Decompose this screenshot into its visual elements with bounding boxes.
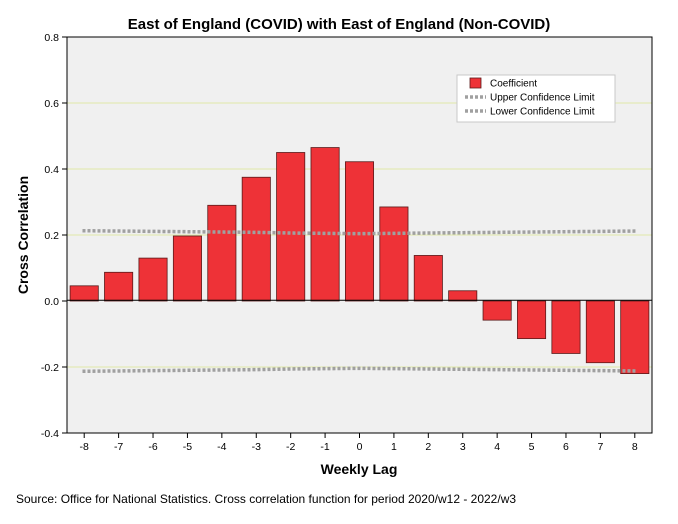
bar-lag--6	[138, 257, 168, 302]
x-tick-label: 6	[563, 441, 569, 453]
bars-group	[69, 147, 650, 374]
bar-lag-7	[585, 300, 615, 364]
x-tick-label: 4	[494, 441, 500, 453]
x-tick-label: -6	[148, 441, 157, 453]
bar-lag--5	[172, 235, 202, 302]
bar-lag-2	[413, 255, 443, 302]
y-tick-label: 0.6	[44, 98, 59, 110]
bar-lag--7	[104, 271, 134, 302]
x-tick-label: 7	[597, 441, 603, 453]
x-tick-label: -3	[252, 441, 261, 453]
source-note: Source: Office for National Statistics. …	[16, 492, 517, 506]
y-axis: -0.4 -0.2 0.0 0.2 0.4 0.6 0.8	[41, 32, 67, 440]
confidence-lines-group	[82, 228, 637, 374]
x-tick-label: -5	[183, 441, 192, 453]
bar-lag--1	[310, 147, 340, 302]
y-tick-label: 0.8	[44, 32, 59, 44]
x-tick-label: 3	[460, 441, 466, 453]
bar-lag-6	[551, 300, 581, 354]
lower-confidence-line	[82, 366, 637, 374]
legend-label: Upper Confidence Limit	[490, 93, 595, 104]
x-axis-title: Weekly Lag	[321, 461, 398, 477]
bar-lag--4	[207, 204, 237, 302]
x-tick-label: -1	[320, 441, 329, 453]
x-tick-label: -7	[114, 441, 123, 453]
legend-swatch-coefficient	[469, 77, 482, 89]
bar-lag-8	[620, 300, 650, 374]
x-tick-label: -4	[217, 441, 226, 453]
bar-lag-5	[517, 300, 547, 340]
x-tick-label: 5	[529, 441, 535, 453]
x-tick-label: 1	[391, 441, 397, 453]
legend-label: Coefficient	[490, 79, 537, 90]
bar-lag-4	[482, 300, 512, 321]
y-tick-label: 0.2	[44, 230, 59, 242]
x-tick-label: 8	[632, 441, 638, 453]
x-tick-label: 2	[425, 441, 431, 453]
y-tick-label: -0.4	[41, 428, 59, 440]
bar-lag--8	[69, 285, 99, 302]
bar-lag--2	[276, 152, 306, 302]
x-tick-label: 0	[357, 441, 363, 453]
x-axis: -8 -7 -6 -5 -4 -3 -2 -1 0 1 2 3 4 5 6 7 8	[80, 433, 638, 453]
x-tick-label: -2	[286, 441, 295, 453]
legend-label: Lower Confidence Limit	[490, 107, 595, 118]
y-tick-label: 0.0	[44, 296, 59, 308]
chart-title: East of England (COVID) with East of Eng…	[128, 16, 551, 33]
y-tick-label: 0.4	[44, 164, 59, 176]
bar-lag-1	[379, 206, 409, 302]
y-tick-label: -0.2	[41, 362, 59, 374]
bar-lag-0	[344, 161, 375, 302]
bar-lag--3	[241, 176, 271, 302]
bar-lag-3	[448, 290, 478, 302]
legend-box	[456, 74, 616, 123]
y-axis-title: Cross Correlation	[15, 176, 31, 294]
legend: Coefficient Upper Confidence Limit Lower C…	[456, 74, 616, 123]
x-tick-label: -8	[80, 441, 89, 453]
upper-confidence-line	[82, 228, 637, 236]
